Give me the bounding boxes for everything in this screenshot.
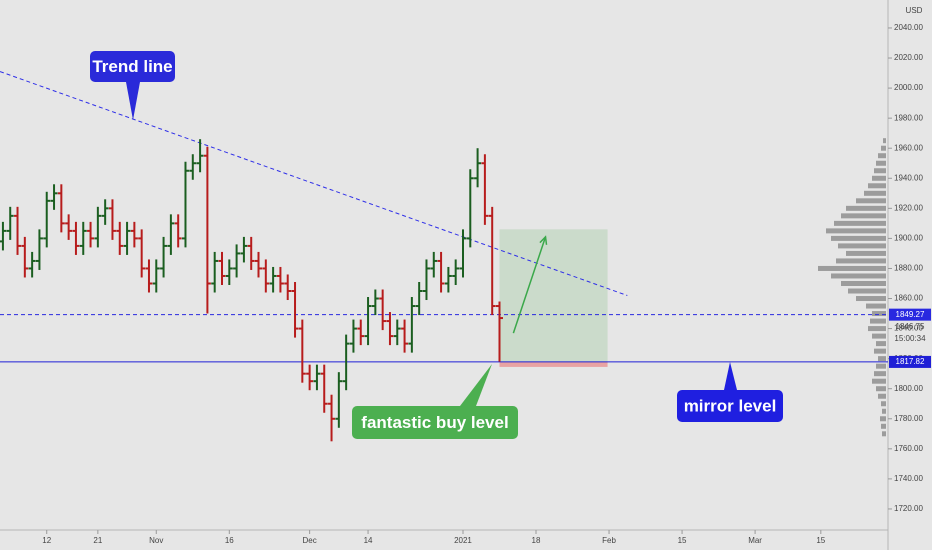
y-tick-label: 2020.00: [894, 53, 923, 62]
y-tick-label: 1840.00: [894, 324, 923, 333]
callout-text: Trend line: [92, 57, 172, 76]
volume-profile-bar: [872, 378, 886, 384]
y-tick-label: 2040.00: [894, 23, 923, 32]
y-tick-label: 1960.00: [894, 143, 923, 152]
arrow-head: [539, 235, 548, 245]
y-tick-label: 1920.00: [894, 203, 923, 212]
volume-profile-bar: [866, 303, 886, 309]
y-tick-label: 1980.00: [894, 113, 923, 122]
volume-profile-bar: [872, 333, 886, 339]
volume-profile-bar: [856, 198, 886, 204]
volume-profile-bar: [880, 416, 886, 422]
volume-profile-bar: [870, 318, 886, 324]
volume-profile-bar: [848, 288, 886, 294]
volume-profile-bar: [846, 250, 886, 256]
volume-profile-bar: [878, 153, 886, 159]
callout-pointer: [460, 364, 492, 406]
volume-profile-bar: [831, 235, 886, 241]
volume-profile-bar: [882, 431, 886, 437]
y-tick-label: 1760.00: [894, 444, 923, 453]
x-tick-label: 21: [93, 536, 102, 545]
arrow: [512, 236, 547, 334]
y-tick-label: 1860.00: [894, 294, 923, 303]
volume-profile-bar: [831, 273, 886, 279]
volume-profile-bar: [826, 228, 886, 234]
volume-profile-bar: [872, 175, 886, 181]
x-tick-label: 16: [225, 536, 234, 545]
callout-pointer: [126, 82, 140, 120]
x-tick-label: Nov: [149, 536, 163, 545]
volume-profile-bar: [878, 356, 886, 362]
callout-box: [352, 406, 518, 439]
volume-profile-bar: [841, 280, 886, 286]
callout-text: fantastic buy level: [361, 413, 508, 432]
callout-box: [677, 390, 783, 422]
volume-profile-bar: [856, 296, 886, 302]
price-tag: [889, 308, 931, 321]
y-tick-label: 1800.00: [894, 384, 923, 393]
y-tick-label: 1940.00: [894, 173, 923, 182]
position-stop: [499, 361, 608, 367]
x-tick-label: 15: [816, 536, 825, 545]
volume-profile-bar: [864, 190, 886, 196]
volume-profile-bar: [834, 220, 886, 226]
last-price: 1846.75: [896, 322, 925, 331]
callout-pointer: [724, 362, 737, 390]
volume-profile-bar: [868, 183, 886, 189]
y-tick-label: 1720.00: [894, 504, 923, 513]
x-tick-label: Mar: [748, 536, 762, 545]
volume-profile-bar: [878, 393, 886, 399]
volume-profile-bar: [881, 423, 886, 429]
volume-profile-bar: [846, 205, 886, 211]
volume-profile-bar: [876, 160, 886, 166]
volume-profile-bar: [841, 213, 886, 219]
volume-profile-bar: [818, 265, 886, 271]
price-tag-label: 1817.82: [896, 357, 925, 366]
volume-profile-bar: [876, 363, 886, 369]
volume-profile-bar: [882, 408, 886, 414]
position-target: [499, 229, 608, 362]
countdown: 15:00:34: [894, 334, 926, 343]
volume-profile-bar: [881, 145, 886, 151]
volume-profile-bar: [876, 386, 886, 392]
y-tick-label: 1740.00: [894, 474, 923, 483]
volume-profile-bar: [881, 401, 886, 407]
x-tick-label: 2021: [454, 536, 472, 545]
volume-profile-bar: [874, 371, 886, 377]
x-tick-label: Dec: [303, 536, 317, 545]
x-tick-label: Feb: [602, 536, 616, 545]
volume-profile-bar: [838, 243, 886, 249]
volume-profile-bar: [876, 341, 886, 347]
volume-profile-bar: [874, 348, 886, 354]
volume-profile-bar: [868, 326, 886, 332]
x-tick-label: 12: [42, 536, 51, 545]
x-tick-label: 14: [364, 536, 373, 545]
volume-profile-bar: [874, 168, 886, 174]
price-tag: [889, 355, 931, 368]
y-tick-label: 1780.00: [894, 414, 923, 423]
y-tick-label: 1900.00: [894, 234, 923, 243]
volume-profile-bar: [836, 258, 886, 264]
trend-line: [0, 71, 628, 296]
volume-profile-bar: [872, 311, 886, 317]
callout-text: mirror level: [684, 396, 777, 415]
price-tag-label: 1849.27: [896, 310, 925, 319]
y-tick-label: 1880.00: [894, 264, 923, 273]
y-tick-label: 2000.00: [894, 83, 923, 92]
callout-box: [90, 51, 175, 82]
x-tick-label: 18: [532, 536, 541, 545]
x-tick-label: 15: [678, 536, 687, 545]
volume-profile-bar: [883, 138, 886, 144]
currency-label: USD: [906, 6, 923, 15]
